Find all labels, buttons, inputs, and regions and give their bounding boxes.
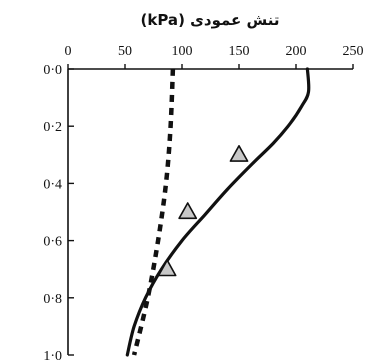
- triangle-marker: [178, 202, 198, 220]
- chart-title: تنش عمودی (kPa): [141, 11, 280, 29]
- triangle-marker: [229, 145, 249, 162]
- x-tick-label: 250: [343, 44, 364, 59]
- y-tick-label: 0·0: [43, 63, 62, 78]
- x-tick-label: 50: [118, 44, 132, 59]
- dashed-series-line: [131, 68, 176, 356]
- x-axis-ticks: 0 50 100 150 200 250: [65, 44, 364, 69]
- y-tick-label: 0·4: [43, 177, 62, 192]
- x-tick-label: 100: [172, 44, 193, 59]
- solid-series-line: [125, 67, 311, 357]
- y-tick-label: 0·6: [43, 235, 62, 250]
- y-tick-label: 1·0: [43, 349, 62, 362]
- y-tick-label: 0·8: [43, 292, 62, 307]
- x-tick-label: 150: [229, 44, 250, 59]
- y-tick-label: 0·2: [43, 120, 62, 135]
- y-axis-ticks: 0·0 0·2 0·4 0·6 0·8 1·0: [43, 63, 74, 362]
- x-tick-label: 200: [286, 44, 307, 59]
- triangle-marker: [157, 259, 177, 277]
- x-tick-label: 0: [65, 44, 72, 59]
- series-layer: [125, 67, 311, 357]
